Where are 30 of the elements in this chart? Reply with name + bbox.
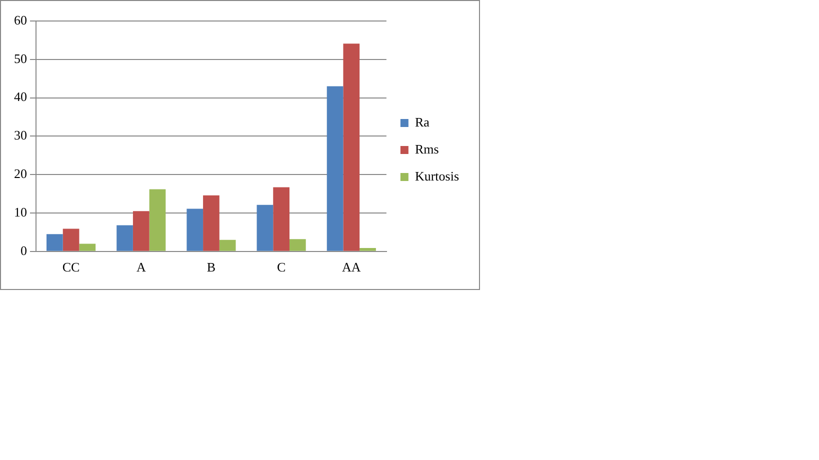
bar (289, 239, 306, 251)
bar (132, 211, 150, 251)
bar (256, 204, 274, 251)
bar (186, 208, 204, 251)
x-tick-label: AA (342, 260, 362, 275)
legend-label: Kurtosis (414, 168, 460, 184)
y-tick-label: 50 (14, 50, 27, 66)
bar (116, 225, 133, 251)
legend-label: Ra (414, 114, 430, 130)
y-tick-label: 40 (14, 89, 27, 104)
y-tick-label: 30 (14, 128, 27, 143)
bar (273, 187, 290, 251)
bar (360, 248, 376, 251)
bar (79, 244, 96, 251)
y-tick-label: 0 (20, 242, 27, 258)
bar (343, 44, 360, 251)
x-tick-label: A (136, 260, 146, 275)
bar (219, 240, 236, 251)
x-tick-label: B (206, 260, 216, 275)
y-tick-label: 60 (14, 12, 27, 28)
bar (62, 228, 80, 251)
bar (203, 195, 220, 251)
x-tick-label: CC (62, 260, 80, 275)
y-tick-label: 10 (14, 204, 27, 220)
x-tick-label: C (276, 260, 286, 275)
bar (326, 86, 344, 251)
y-tick-label: 20 (14, 166, 27, 182)
legend-label: Rms (414, 141, 439, 156)
bar (46, 234, 63, 251)
bar (149, 189, 166, 251)
